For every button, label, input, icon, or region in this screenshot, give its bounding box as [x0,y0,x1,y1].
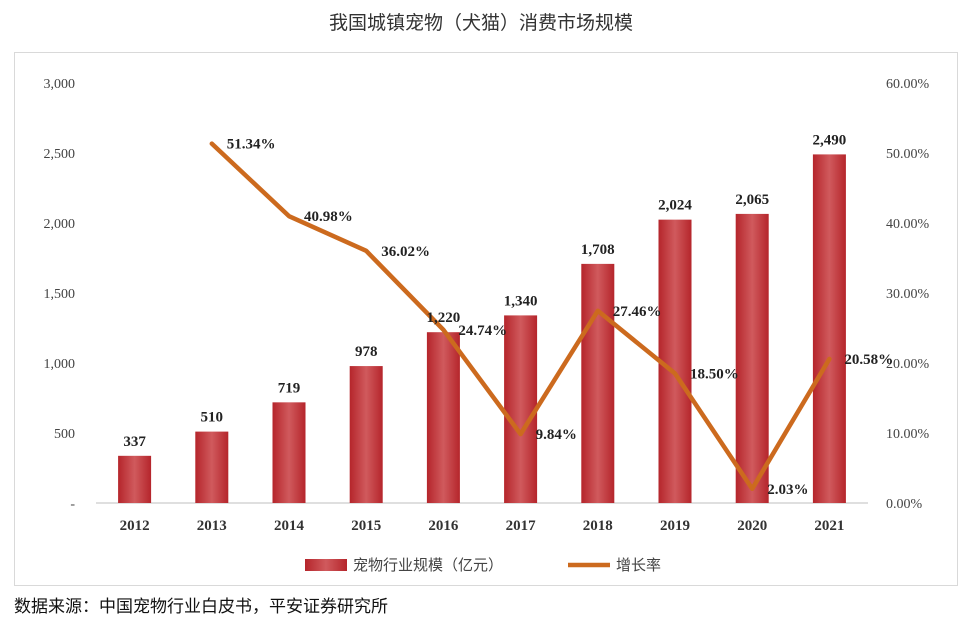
x-tick-label: 2016 [428,518,459,534]
y-left-tick-label: 1,000 [44,357,76,372]
growth-rate-label: 18.50% [690,367,739,383]
y-right-tick-label: 50.00% [886,147,930,162]
bar [812,154,846,503]
legend-bar-swatch [305,559,347,571]
x-tick-label: 2020 [737,518,767,534]
y-right-tick-label: 60.00% [886,77,930,92]
x-tick-label: 2013 [197,518,227,534]
bar-value-label: 510 [201,410,224,426]
market-size-chart: - 500 1,000 1,500 2,000 2,500 3,000 0.00% 10.00%… [44,77,930,574]
bar [735,213,769,503]
source-note: 数据来源：中国宠物行业白皮书，平安证券研究所 [14,597,388,617]
chart-title: 我国城镇宠物（犬猫）消费市场规模 [328,12,633,34]
x-tick-label: 2015 [351,518,381,534]
x-tick-label: 2012 [120,518,150,534]
bar-value-label: 2,024 [658,198,692,214]
growth-rate-label: 2.03% [767,482,808,498]
bar [581,263,615,503]
x-tick-label: 2019 [660,518,690,534]
y-right-tick-label: 40.00% [886,217,930,232]
bar-value-label: 2,065 [735,192,769,208]
bar [349,366,383,503]
growth-rate-label: 20.58% [844,352,893,368]
growth-rate-label: 9.84% [536,427,577,443]
y-right-tick-label: 0.00% [886,497,923,512]
growth-rate-label: 40.98% [304,209,353,225]
bar [195,431,229,503]
x-tick-label: 2018 [583,518,613,534]
x-tick-label: 2021 [814,518,844,534]
growth-rate-label: 51.34% [227,137,276,153]
y-right-tick-label: 10.00% [886,427,930,442]
y-left-tick-label: 500 [54,427,75,442]
growth-rate-label: 27.46% [613,304,662,320]
bar [658,219,692,503]
x-tick-label: 2017 [506,518,537,534]
x-tick-label: 2014 [274,518,305,534]
bar-value-label: 978 [355,344,378,360]
y-left-tick-label: 1,500 [44,287,76,302]
bar [272,402,306,503]
y-left-tick-label: 3,000 [44,77,76,92]
growth-rate-label: 36.02% [381,244,430,260]
y-right-tick-label: 30.00% [886,287,930,302]
bar-value-label: 1,220 [427,310,461,326]
growth-rate-label: 24.74% [458,323,507,339]
bar-value-label: 719 [278,380,301,396]
bar [426,332,460,503]
y-left-tick-label: 2,500 [44,147,76,162]
legend-line-label: 增长率 [616,556,661,574]
y-right-tick-label: 20.00% [886,357,930,372]
bar-value-label: 337 [123,434,146,450]
growth-rate-line [209,141,832,492]
bar-value-label: 2,490 [813,132,847,148]
y-left-tick-label: - [70,497,75,512]
bar [118,455,152,503]
legend-bar-label: 宠物行业规模（亿元） [353,556,503,574]
y-left-tick-label: 2,000 [44,217,76,232]
chart-frame [14,52,958,586]
bar-value-label: 1,708 [581,242,615,258]
bar-value-label: 1,340 [504,293,538,309]
bar [504,315,538,503]
